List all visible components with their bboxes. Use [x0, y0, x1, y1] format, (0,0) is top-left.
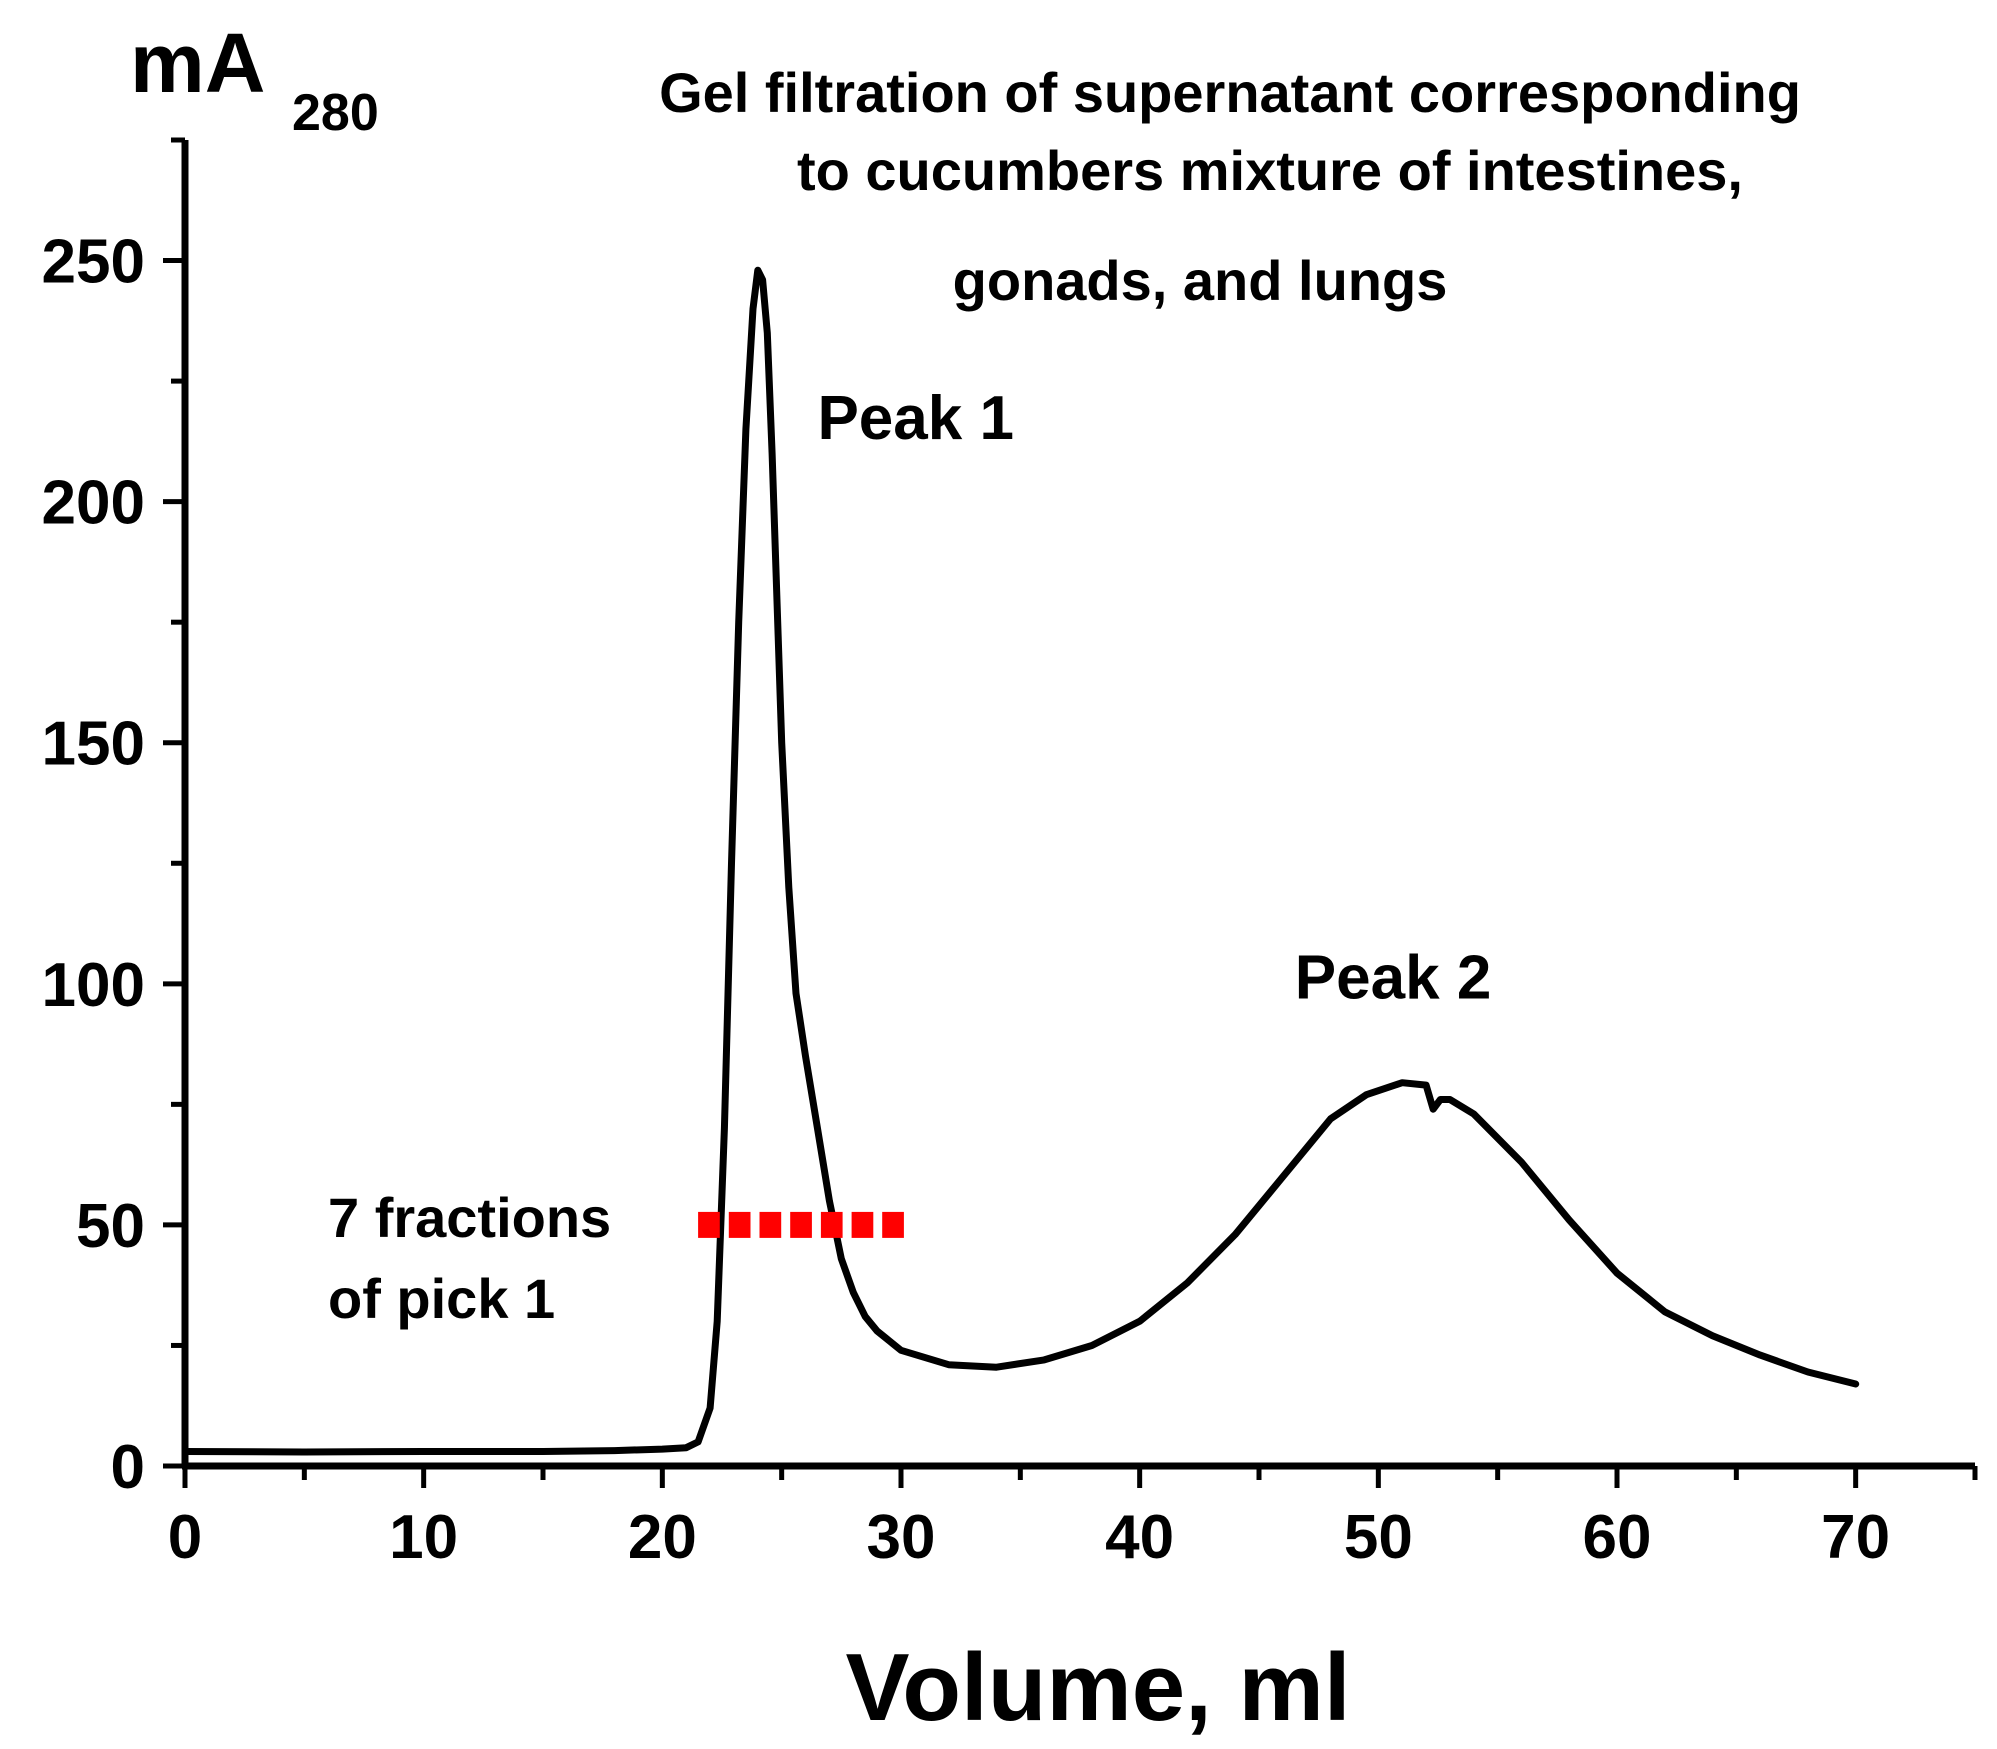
fraction-marker — [882, 1211, 904, 1238]
series-layer — [181, 266, 1860, 1456]
x-tick-label: 60 — [1583, 1503, 1652, 1572]
y-axis-title: mA 280 — [130, 16, 379, 142]
y-axis-title-subscript: 280 — [292, 84, 379, 142]
x-tick-label: 20 — [628, 1503, 697, 1572]
y-axis-title-main: mA — [130, 16, 265, 110]
peak-label: Peak 1 — [817, 384, 1014, 453]
x-tick-label: 70 — [1821, 1503, 1890, 1572]
peak-label: Peak 2 — [1295, 943, 1492, 1012]
x-tick-label: 0 — [168, 1503, 202, 1572]
y-tick-label: 50 — [76, 1192, 145, 1261]
fraction-marker — [728, 1211, 751, 1238]
y-axis-ticks: 0 50 100 150 200 250 — [42, 137, 185, 1502]
y-tick-label: 150 — [42, 710, 145, 779]
y-tick-label: 0 — [111, 1433, 145, 1502]
series-line — [181, 266, 1860, 1456]
y-tick-label: 250 — [42, 228, 145, 297]
chart-title-line-1: Gel filtration of supernatant correspond… — [659, 61, 1801, 124]
y-tick-label: 100 — [42, 951, 145, 1020]
x-tick-label: 10 — [389, 1503, 458, 1572]
fraction-marker — [698, 1211, 720, 1238]
y-tick-label: 200 — [42, 469, 145, 538]
chart-title: Gel filtration of supernatant correspond… — [659, 61, 1801, 312]
fraction-marker — [851, 1211, 874, 1238]
fraction-marker — [790, 1211, 812, 1238]
fraction-marker — [759, 1211, 782, 1238]
fraction-markers — [698, 1211, 904, 1238]
axes — [181, 140, 1975, 1470]
fraction-label-line-1: 7 fractions — [328, 1186, 611, 1249]
fraction-label-line-2: of pick 1 — [328, 1267, 555, 1330]
peak-annotations: Peak 1 Peak 2 — [817, 384, 1491, 1012]
x-tick-label: 30 — [867, 1503, 936, 1572]
x-tick-label: 50 — [1344, 1503, 1413, 1572]
x-axis-ticks: 0 10 20 30 40 50 60 70 — [168, 1466, 1978, 1572]
fraction-label: 7 fractions of pick 1 — [328, 1186, 611, 1330]
chart-title-line-2: to cucumbers mixture of intestines, — [797, 139, 1743, 202]
x-axis-title: Volume, ml — [846, 1634, 1351, 1741]
fraction-marker — [820, 1211, 843, 1238]
x-tick-label: 40 — [1105, 1503, 1174, 1572]
chart-title-line-3: gonads, and lungs — [953, 249, 1448, 312]
